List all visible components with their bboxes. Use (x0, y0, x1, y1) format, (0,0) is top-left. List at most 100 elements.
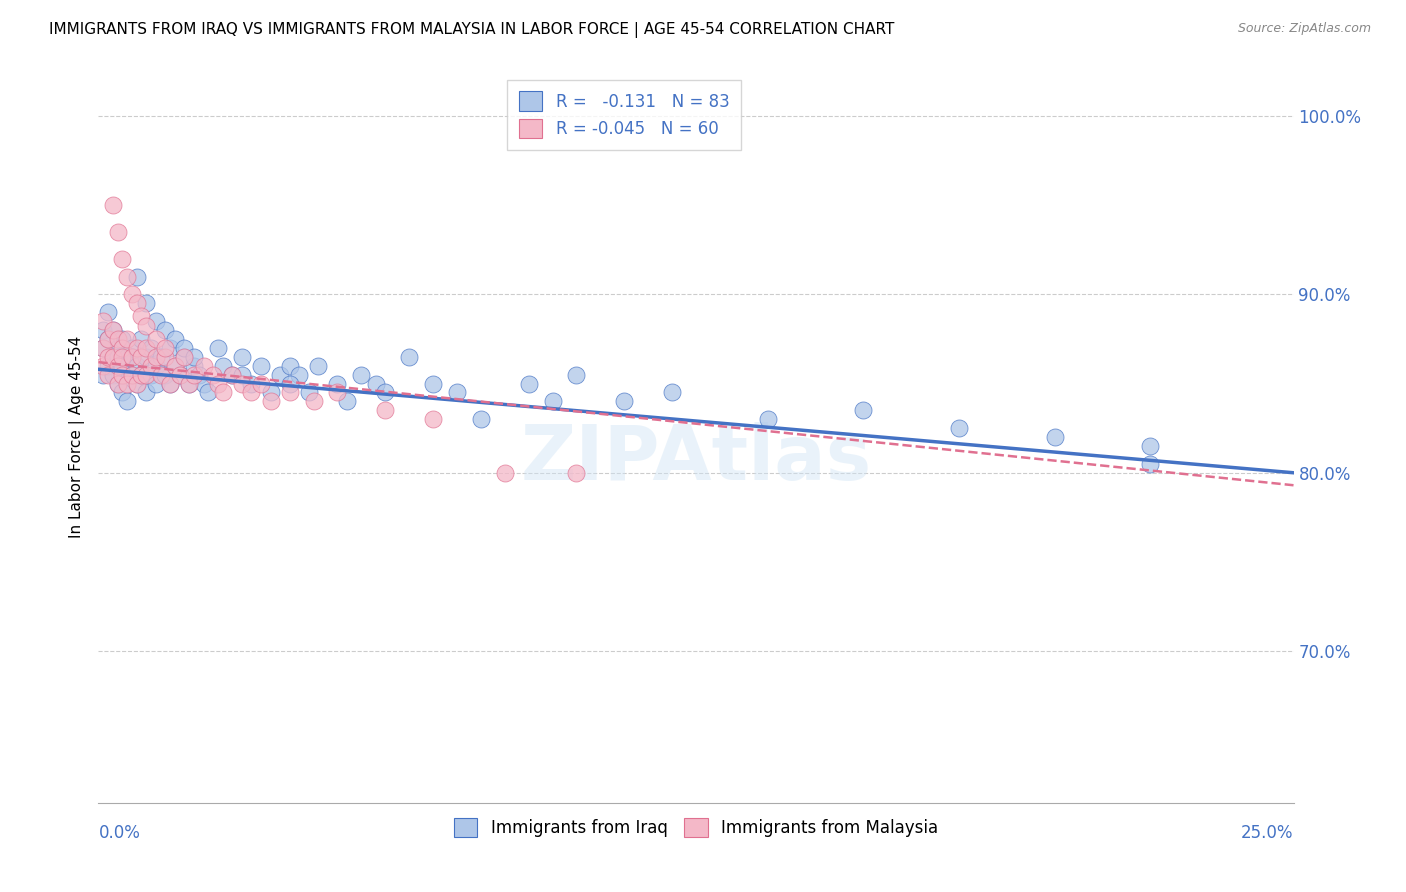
Point (111, 385, 134, 400)
Point (111, 252, 134, 266)
Point (155, 350, 177, 364)
Point (183, 350, 205, 364)
Point (240, 385, 263, 400)
Point (494, 466, 516, 480)
Point (97, 305, 120, 319)
Point (211, 359, 233, 373)
Point (91, 314, 114, 328)
Point (125, 359, 148, 373)
Point (163, 359, 186, 373)
Point (121, 368, 143, 382)
Point (135, 385, 157, 400)
Point (221, 368, 243, 382)
Point (131, 350, 153, 364)
Point (101, 350, 124, 364)
Point (159, 376, 181, 391)
Text: IMMIGRANTS FROM IRAQ VS IMMIGRANTS FROM MALAYSIA IN LABOR FORCE | AGE 45-54 CORR: IMMIGRANTS FROM IRAQ VS IMMIGRANTS FROM … (49, 22, 894, 38)
Point (125, 296, 148, 310)
Point (135, 296, 157, 310)
Point (446, 385, 468, 400)
Point (97, 368, 120, 382)
Point (350, 368, 373, 382)
Point (101, 323, 124, 337)
Point (135, 350, 157, 364)
Point (121, 368, 143, 382)
Point (169, 368, 191, 382)
Point (173, 341, 195, 355)
Point (278, 376, 301, 391)
Point (97, 359, 120, 373)
Point (302, 394, 325, 409)
Point (259, 385, 281, 400)
Point (278, 385, 301, 400)
Point (1043, 430, 1066, 444)
Point (97, 332, 120, 346)
Point (97, 350, 120, 364)
Point (111, 332, 134, 346)
Point (183, 359, 205, 373)
Point (1139, 439, 1161, 453)
Point (107, 225, 129, 239)
Point (269, 368, 291, 382)
Point (398, 350, 420, 364)
Point (159, 341, 181, 355)
Point (135, 319, 157, 334)
Point (115, 332, 138, 346)
Point (131, 368, 153, 382)
Point (111, 341, 134, 355)
Point (91, 341, 114, 355)
Point (115, 350, 138, 364)
Point (145, 332, 167, 346)
Point (121, 350, 143, 364)
Point (336, 394, 359, 409)
Text: 0.0%: 0.0% (98, 824, 141, 842)
Point (193, 376, 215, 391)
Point (139, 359, 162, 373)
Point (155, 368, 177, 382)
Y-axis label: In Labor Force | Age 45-54: In Labor Force | Age 45-54 (69, 336, 84, 538)
Point (163, 359, 186, 373)
Point (91, 359, 114, 373)
Point (470, 412, 492, 426)
Point (101, 198, 124, 212)
Point (202, 368, 225, 382)
Point (107, 376, 129, 391)
Point (149, 368, 172, 382)
Point (91, 368, 114, 382)
Point (852, 403, 875, 417)
Point (326, 385, 349, 400)
Point (139, 341, 162, 355)
Point (145, 350, 167, 364)
Point (159, 376, 181, 391)
Point (107, 341, 129, 355)
Point (149, 350, 172, 364)
Point (326, 376, 349, 391)
Point (565, 466, 588, 480)
Point (155, 341, 177, 355)
Point (107, 359, 129, 373)
Point (135, 368, 157, 382)
Point (541, 394, 564, 409)
Point (197, 385, 219, 400)
Point (240, 376, 263, 391)
Point (187, 368, 209, 382)
Text: ZIPAtlas: ZIPAtlas (520, 422, 872, 496)
Point (231, 376, 253, 391)
Point (107, 350, 129, 364)
Point (231, 368, 253, 382)
Point (364, 376, 387, 391)
Point (207, 341, 229, 355)
Point (207, 376, 229, 391)
Point (565, 368, 588, 382)
Point (179, 376, 201, 391)
Point (259, 394, 281, 409)
Point (169, 368, 191, 382)
Point (756, 412, 779, 426)
Point (101, 323, 124, 337)
Point (111, 359, 134, 373)
Point (111, 368, 134, 382)
Text: 25.0%: 25.0% (1241, 824, 1294, 842)
Point (131, 309, 153, 323)
Point (211, 385, 233, 400)
Point (107, 376, 129, 391)
